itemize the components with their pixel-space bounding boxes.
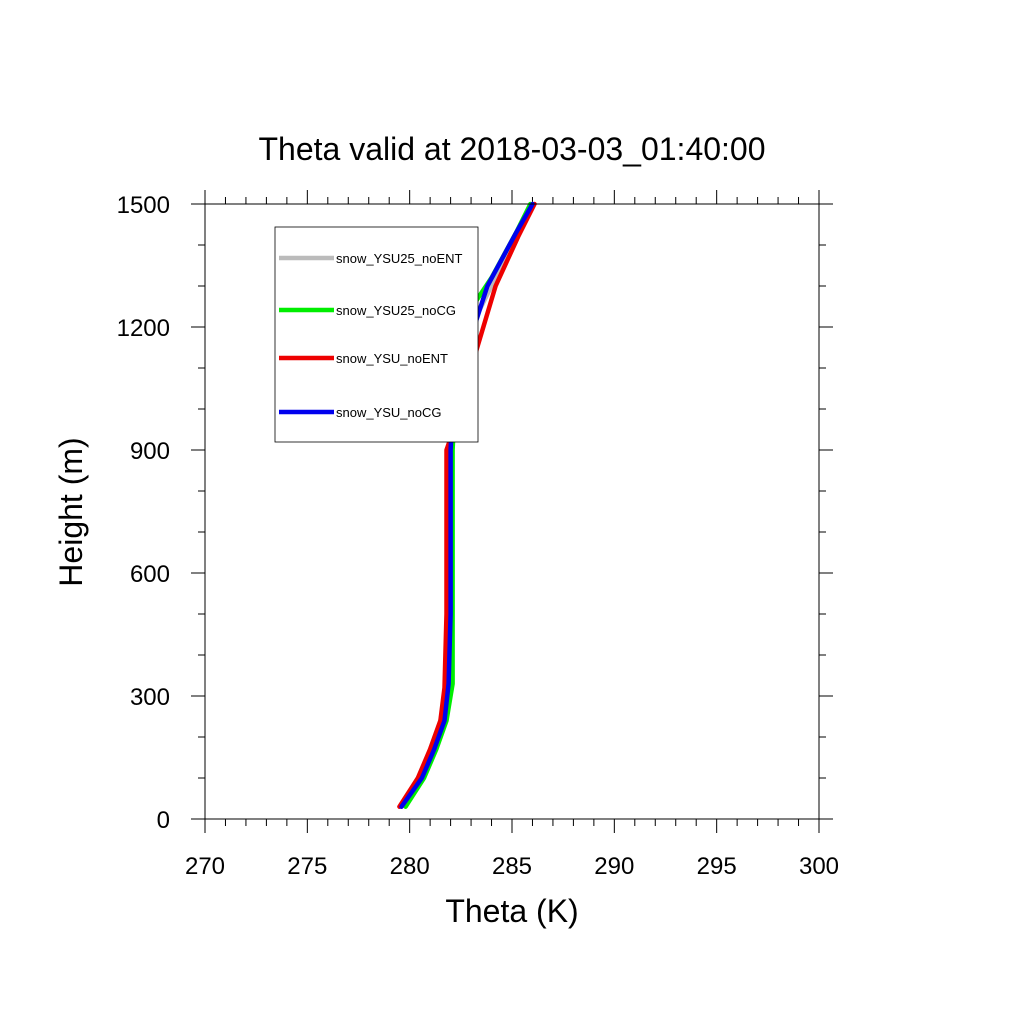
x-tick-label: 275 xyxy=(287,853,327,880)
y-tick-label: 0 xyxy=(157,807,170,834)
series-line-snow_YSU_noCG xyxy=(399,201,535,809)
y-tick-label: 900 xyxy=(130,438,170,465)
tick-labels: 270 275 280 285 290 295 300 0 300 600 900 1200 1500 xyxy=(117,192,839,880)
axis-ticks xyxy=(191,190,833,833)
series-line-snow_YSU_noENT xyxy=(397,201,537,809)
legend-label: snow_YSU_noCG xyxy=(336,405,442,420)
chart-title: Theta valid at 2018-03-03_01:40:00 xyxy=(258,131,765,167)
plot-frame xyxy=(204,203,820,820)
y-tick-label: 600 xyxy=(130,561,170,588)
y-tick-label: 300 xyxy=(130,684,170,711)
x-tick-label: 300 xyxy=(799,853,839,880)
x-tick-label: 280 xyxy=(390,853,430,880)
y-tick-label: 1500 xyxy=(117,192,170,219)
x-axis-label: Theta (K) xyxy=(445,893,578,929)
legend-label: snow_YSU_noENT xyxy=(336,351,448,366)
legend-label: snow_YSU25_noCG xyxy=(336,303,456,318)
x-tick-label: 295 xyxy=(697,853,737,880)
x-tick-label: 270 xyxy=(185,853,225,880)
x-tick-label: 290 xyxy=(594,853,634,880)
legend: snow_YSU25_noENT snow_YSU25_noCG snow_YSU_… xyxy=(274,226,479,443)
y-tick-label: 1200 xyxy=(117,315,170,342)
x-tick-label: 285 xyxy=(492,853,532,880)
data-series xyxy=(397,201,537,809)
legend-label: snow_YSU25_noENT xyxy=(336,251,463,266)
legend-box xyxy=(274,226,479,443)
y-axis-label: Height (m) xyxy=(53,437,89,586)
